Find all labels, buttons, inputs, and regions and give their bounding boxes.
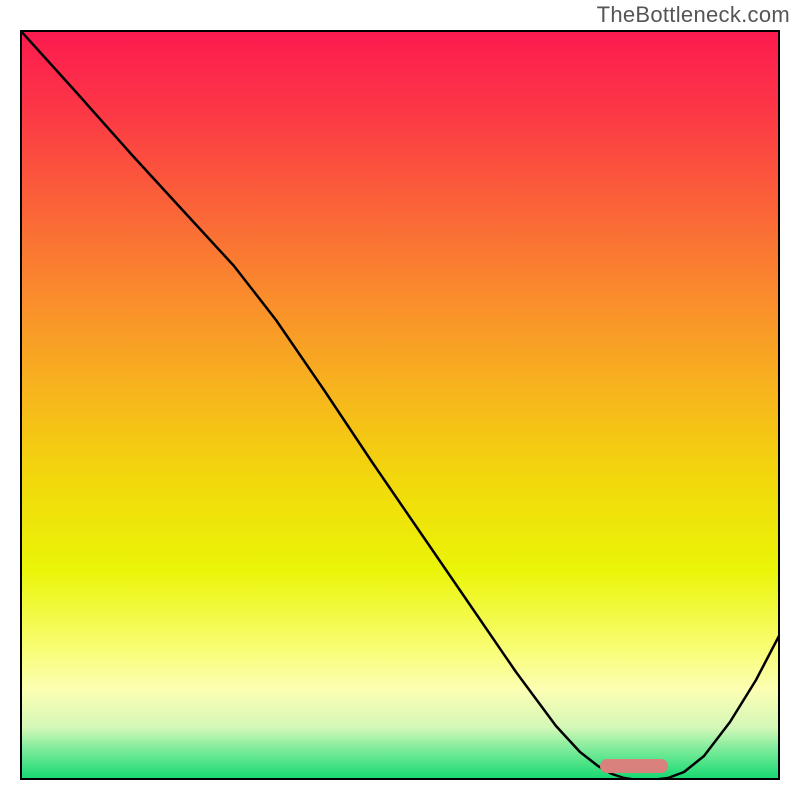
chart-svg [20, 30, 780, 780]
watermark-text: TheBottleneck.com [597, 2, 790, 28]
bottleneck-chart [20, 30, 780, 780]
optimal-range-marker [600, 759, 668, 773]
gradient-background [20, 30, 780, 780]
